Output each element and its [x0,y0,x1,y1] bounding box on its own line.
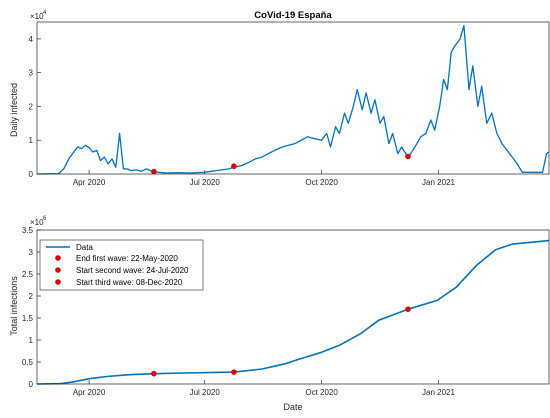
daily-chart: CoVid-19 España ×10 4 Daily infected Apr… [9,10,550,187]
total-y-tick-label: 1.5 [22,314,34,323]
daily-y-axis-label: Daily infected [9,83,19,137]
daily-x-tick-label: Jan 2021 [422,178,455,187]
total-y-tick-label: 0.5 [22,358,34,367]
legend-marker-2 [55,267,61,273]
legend-marker-3 [55,279,61,285]
daily-axis-ticks: Apr 2020 Jul 2020 Oct 2020 Jan 2021 0 1 2 3 4 [29,35,456,187]
total-infections-series [36,239,550,385]
total-x-tick-label: Jul 2020 [190,388,221,397]
legend-entry-second-wave: Start second wave: 24-Jul-2020 [76,266,189,275]
chart-title: CoVid-19 España [254,10,332,21]
legend-box [39,239,204,291]
total-wave-marker-2 [231,369,237,375]
daily-exponent-base: ×10 [30,12,44,21]
total-axes-box [36,229,550,385]
legend-entry-data: Data [76,243,93,252]
total-y-tick-label: 0 [29,380,34,389]
total-y-tick-label: 1 [29,336,34,345]
daily-x-tick-label: Jul 2020 [190,178,221,187]
total-chart: ×10 6 Total infections Date Apr 2020 Jul … [9,216,550,412]
legend: Data End first wave: 22-May-2020 Start s… [39,239,204,291]
daily-wave-marker-2 [231,163,237,170]
total-exponent-power: 6 [43,216,47,222]
total-wave-markers [151,306,411,377]
total-x-tick-label: Apr 2020 [73,388,106,397]
total-exponent-base: ×10 [30,218,44,227]
total-y-axis-label: Total infections [9,276,19,336]
daily-y-tick-label: 0 [29,170,34,179]
daily-y-tick-label: 2 [29,102,34,111]
total-exponent-label: ×10 6 [30,216,47,227]
daily-axes-box [36,21,550,175]
daily-wave-markers [151,153,411,175]
daily-y-tick-label: 1 [29,136,34,145]
total-y-tick-label: 3.5 [22,226,34,235]
daily-x-tick-label: Apr 2020 [73,178,106,187]
daily-y-tick-label: 3 [29,69,34,78]
daily-exponent-label: ×10 4 [30,10,47,21]
legend-marker-1 [55,255,61,261]
legend-entry-first-wave: End first wave: 22-May-2020 [76,254,178,263]
total-wave-marker-1 [151,370,157,377]
daily-wave-marker-3 [405,153,411,160]
total-axis-ticks: Apr 2020 Jul 2020 Oct 2020 Jan 2021 0 0.5 1 1.5… [22,226,456,397]
daily-exponent-power: 4 [43,10,47,16]
total-y-tick-label: 2.5 [22,270,34,279]
daily-infected-series [36,24,550,175]
daily-wave-marker-1 [151,168,157,175]
daily-y-tick-label: 4 [29,35,34,44]
daily-x-tick-label: Oct 2020 [305,178,338,187]
total-y-tick-label: 3 [29,248,34,257]
total-y-tick-label: 2 [29,292,34,301]
total-x-axis-label: Date [283,402,302,412]
total-x-tick-label: Jan 2021 [422,388,455,397]
total-wave-marker-3 [405,306,411,313]
total-x-tick-label: Oct 2020 [305,388,338,397]
legend-entry-third-wave: Start third wave: 08-Dec-2020 [76,278,183,287]
